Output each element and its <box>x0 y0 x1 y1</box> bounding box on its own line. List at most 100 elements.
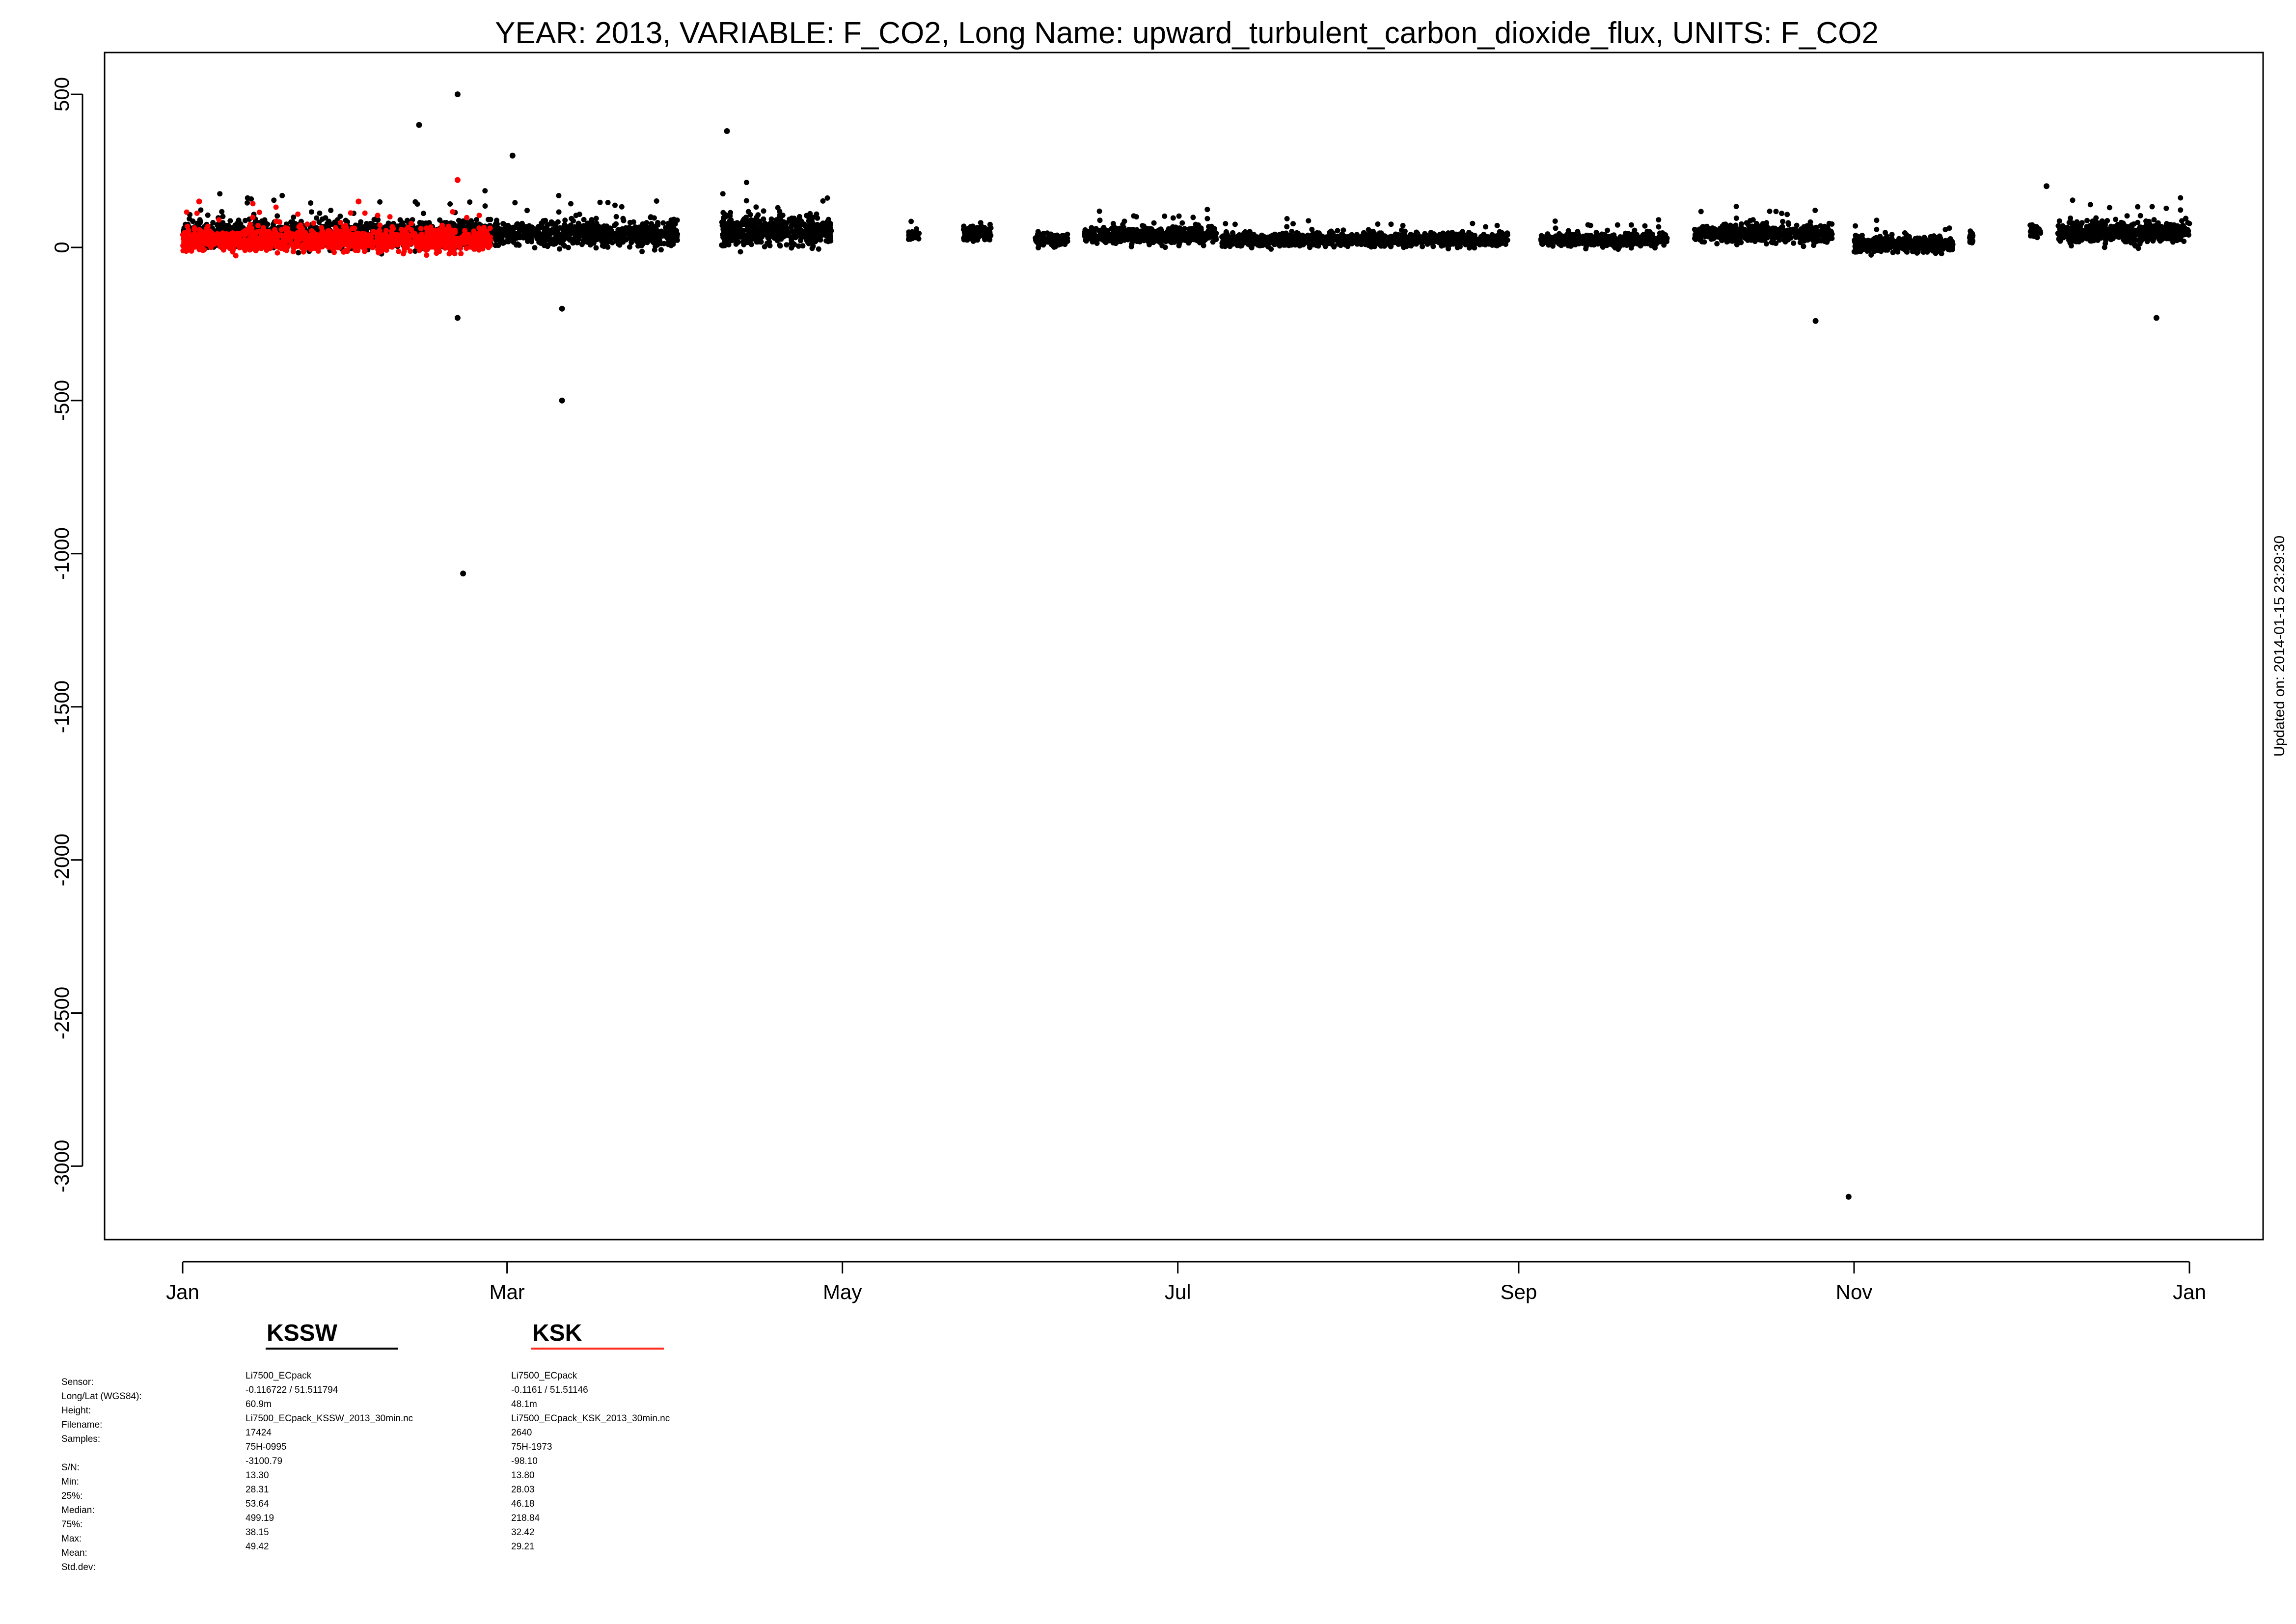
data-point-kssw <box>1096 208 1102 214</box>
data-point-kssw <box>599 234 604 240</box>
data-point-kssw <box>1193 221 1199 227</box>
data-point-kssw <box>569 227 575 233</box>
data-point-kssw <box>1387 242 1392 248</box>
data-point-kssw <box>790 228 795 234</box>
data-point-kssw <box>1593 229 1599 235</box>
data-point-kssw <box>969 226 975 232</box>
data-point-kssw <box>568 201 574 207</box>
data-point-kssw <box>1564 232 1570 238</box>
y-tick-label: 500 <box>50 77 73 111</box>
data-point-kssw <box>317 210 323 216</box>
data-point-kssw <box>805 240 811 245</box>
data-point-kssw <box>482 188 488 194</box>
data-point-kssw <box>375 217 381 223</box>
data-point-kssw <box>615 233 621 239</box>
data-point-kssw <box>984 230 990 236</box>
data-point-kssw <box>533 232 539 238</box>
data-point-kssw <box>1498 235 1503 241</box>
data-point-kssw <box>515 221 520 227</box>
data-point-kssw <box>1110 221 1116 226</box>
data-point-kssw <box>1576 235 1582 241</box>
data-point-kssw <box>1400 223 1406 228</box>
data-point-kssw <box>824 195 830 201</box>
data-point-kssw <box>1470 220 1476 226</box>
data-point-kssw <box>245 200 250 206</box>
data-point-kssw <box>1375 221 1381 227</box>
data-point-kssw <box>659 232 665 238</box>
data-point-kssw <box>745 227 751 233</box>
data-point-kssw <box>1187 236 1193 242</box>
data-point-kssw <box>648 234 654 240</box>
data-point-kssw <box>1380 233 1386 239</box>
data-point-kssw <box>1268 246 1274 252</box>
data-point-kssw <box>623 225 629 231</box>
data-point-kssw <box>1115 235 1121 241</box>
data-point-kssw <box>1084 230 1090 236</box>
data-point-kssw <box>802 232 808 238</box>
data-point-kssw <box>1176 213 1182 219</box>
data-point-kssw <box>412 199 418 205</box>
data-point-kssw <box>1172 235 1178 240</box>
data-point-kssw <box>779 233 785 239</box>
data-point-kssw <box>820 224 826 229</box>
x-tick-label: Jan <box>2173 1280 2206 1303</box>
data-point-kssw <box>780 213 786 218</box>
data-point-kssw <box>1322 244 1328 249</box>
data-point-kssw <box>1268 234 1274 240</box>
data-point-kssw <box>1291 237 1297 243</box>
data-point-kssw <box>447 201 453 207</box>
data-point-kssw <box>1585 222 1591 228</box>
data-point-kssw <box>821 229 827 235</box>
data-point-kssw <box>537 231 543 237</box>
data-point-kssw <box>219 209 225 215</box>
data-point-kssw <box>456 217 462 223</box>
data-point-kssw <box>1733 216 1739 221</box>
data-point-kssw <box>1306 218 1312 224</box>
data-point-kssw <box>1212 226 1217 232</box>
data-point-kssw <box>612 222 617 228</box>
data-point-kssw <box>1129 241 1135 247</box>
data-point-kssw <box>738 234 743 240</box>
data-point-kssw <box>210 220 216 225</box>
data-point-kssw <box>1474 240 1480 245</box>
y-tick-label: -1500 <box>50 680 73 733</box>
data-point-kssw <box>753 204 759 210</box>
data-point-kssw <box>723 230 729 236</box>
data-point-kssw <box>220 214 226 219</box>
data-point-kssw <box>734 224 739 230</box>
data-point-kssw <box>1230 239 1236 244</box>
data-point-kssw <box>766 239 772 245</box>
data-point-kssw <box>1590 239 1596 244</box>
data-point-kssw <box>551 241 557 247</box>
x-tick-label: Jan <box>166 1280 199 1303</box>
data-point-kssw <box>1791 240 1797 246</box>
data-point-kssw <box>1784 212 1790 217</box>
data-point-kssw <box>1242 240 1248 245</box>
data-point-kssw <box>601 240 607 245</box>
data-point-kssw <box>271 197 277 203</box>
plot-frame <box>104 52 2264 1241</box>
data-point-kssw <box>1290 221 1296 227</box>
data-point-kssw <box>1551 238 1557 244</box>
data-point-kssw <box>660 220 666 226</box>
data-point-kssw <box>619 229 625 235</box>
data-point-kssw <box>495 243 501 248</box>
data-point-kssw <box>566 236 572 242</box>
data-point-kssw <box>1335 228 1340 234</box>
data-point-kssw <box>1284 216 1290 221</box>
data-point-kssw <box>658 247 664 253</box>
data-point-kssw <box>761 208 766 214</box>
data-point-kssw <box>609 240 615 245</box>
data-point-kssw <box>800 243 806 249</box>
data-point-kssw <box>1483 224 1489 230</box>
data-point-kssw <box>543 217 548 223</box>
data-point-kssw <box>1576 241 1582 246</box>
data-point-kssw <box>908 218 914 224</box>
data-point-kssw <box>1176 228 1182 234</box>
data-point-kssw <box>804 213 810 218</box>
data-point-kssw <box>538 240 544 246</box>
data-point-kssw <box>467 199 473 205</box>
data-point-kssw <box>261 220 267 226</box>
data-point-kssw <box>796 225 802 231</box>
data-point-kssw <box>789 222 794 228</box>
